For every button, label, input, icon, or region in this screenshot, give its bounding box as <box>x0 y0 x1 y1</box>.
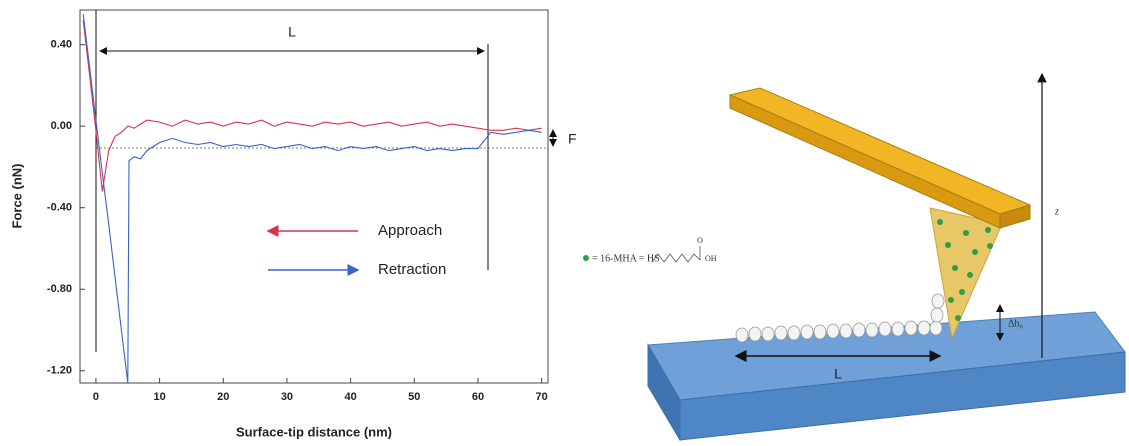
x-tick-label: 50 <box>408 391 420 403</box>
y-tick-label: -0.80 <box>47 283 72 295</box>
legend-label: Retraction <box>378 261 446 278</box>
cantilever-top <box>730 88 1030 214</box>
y-tick-label: 0.40 <box>51 39 72 51</box>
figure: Surface-tip distance (nm) Force (nN) L F… <box>0 0 1129 441</box>
force-chart: Surface-tip distance (nm) Force (nN) L F… <box>9 10 576 439</box>
y-tick-label: -0.40 <box>47 202 72 214</box>
ink-key-dot <box>583 255 589 261</box>
x-tick-label: 20 <box>217 391 229 403</box>
series-line <box>83 20 541 191</box>
annotation-l: L <box>288 24 296 40</box>
x-tick-label: 0 <box>93 391 99 403</box>
annotation-f: F <box>568 131 577 147</box>
plot-frame <box>80 10 548 383</box>
z-label: z <box>1054 206 1059 217</box>
x-axis-title: Surface-tip distance (nm) <box>236 424 392 439</box>
legend-label: Approach <box>378 222 442 239</box>
series-line <box>83 14 541 383</box>
diagram: z Δh₀ L = 16-MHA = HS O OH <box>583 74 1125 440</box>
y-tick-label: 0.00 <box>51 120 72 132</box>
molecule-key: = 16-MHA = HS <box>592 253 660 264</box>
x-tick-label: 70 <box>536 391 548 403</box>
molecule-end: OH <box>705 254 717 263</box>
height-label: Δh₀ <box>1008 318 1023 329</box>
x-tick-label: 40 <box>344 391 356 403</box>
x-tick-label: 60 <box>472 391 484 403</box>
molecule-oxygen: O <box>697 236 703 245</box>
x-tick-label: 30 <box>281 391 293 403</box>
y-tick-label: -1.20 <box>47 365 72 377</box>
y-axis-title: Force (nN) <box>9 164 24 229</box>
length-label: L <box>834 366 842 382</box>
x-tick-label: 10 <box>153 391 165 403</box>
cantilever-side <box>730 95 1000 228</box>
